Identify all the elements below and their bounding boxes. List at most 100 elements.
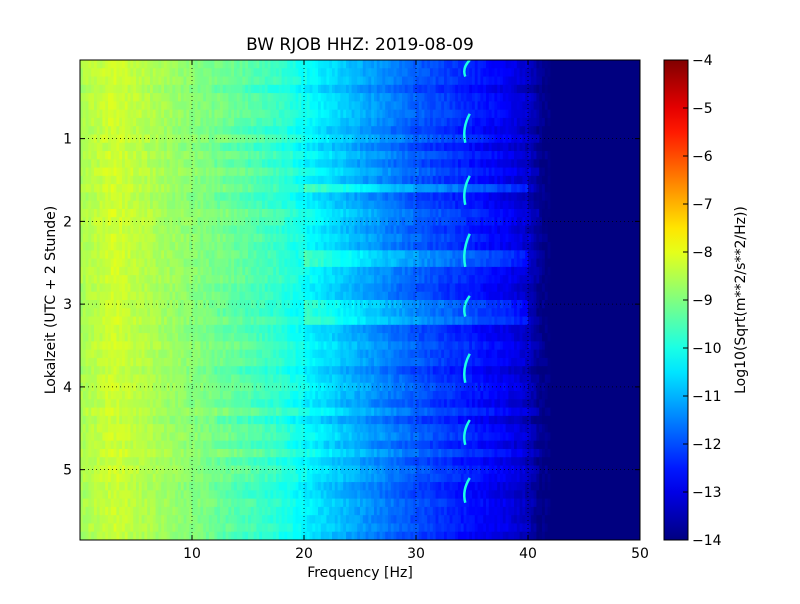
heatmap-cell <box>290 142 294 152</box>
heatmap-cell <box>494 159 498 169</box>
heatmap-cell <box>348 200 353 210</box>
heatmap-cell <box>360 167 364 177</box>
heatmap-cell <box>119 184 123 194</box>
heatmap-cell <box>522 142 526 152</box>
heatmap-cell <box>402 175 406 185</box>
heatmap-cell <box>239 192 243 202</box>
heatmap-cell <box>234 93 238 102</box>
heatmap-cell <box>595 151 599 160</box>
heatmap-cell <box>116 175 120 185</box>
heatmap-cell <box>236 159 241 169</box>
heatmap-cell <box>180 93 185 102</box>
heatmap-cell <box>410 60 414 69</box>
heatmap-cell <box>290 151 294 160</box>
heatmap-cell <box>592 250 596 260</box>
heatmap-cell <box>228 68 232 78</box>
heatmap-cell <box>292 117 297 127</box>
heatmap-cell <box>634 93 638 102</box>
heatmap-cell <box>222 192 227 202</box>
heatmap-cell <box>455 60 459 69</box>
heatmap-cell <box>253 84 257 94</box>
heatmap-cell <box>138 101 143 111</box>
heatmap-cell <box>130 151 134 160</box>
heatmap-cell <box>108 84 112 94</box>
heatmap-cell <box>166 101 171 111</box>
heatmap-cell <box>119 208 123 218</box>
heatmap-cell <box>572 76 577 86</box>
heatmap-cell <box>430 151 434 160</box>
heatmap-cell <box>264 60 269 69</box>
heatmap-cell <box>530 233 535 243</box>
heatmap-cell <box>105 250 109 260</box>
heatmap-cell <box>136 68 140 78</box>
heatmap-cell <box>452 225 456 235</box>
heatmap-cell <box>337 184 341 194</box>
heatmap-cell <box>318 151 322 160</box>
heatmap-cell <box>396 233 400 243</box>
heatmap-cell <box>270 142 274 152</box>
heatmap-cell <box>284 208 288 218</box>
heatmap-cell <box>231 117 235 127</box>
heatmap-cell <box>245 134 249 144</box>
heatmap-cell <box>500 134 504 144</box>
heatmap-cell <box>603 117 607 127</box>
heatmap-cell <box>410 84 414 94</box>
heatmap-cell <box>455 142 459 152</box>
heatmap-cell <box>572 101 577 111</box>
heatmap-cell <box>208 250 213 260</box>
heatmap-cell <box>374 84 378 94</box>
heatmap-cell <box>150 225 154 235</box>
heatmap-cell <box>108 126 112 136</box>
heatmap-cell <box>455 117 459 127</box>
heatmap-cell <box>544 208 549 218</box>
heatmap-cell <box>463 200 467 210</box>
heatmap-cell <box>222 184 227 194</box>
heatmap-cell <box>136 76 140 86</box>
heatmap-cell <box>281 208 285 218</box>
heatmap-cell <box>301 101 305 111</box>
heatmap-cell <box>105 233 109 243</box>
heatmap-cell <box>245 68 249 78</box>
heatmap-cell <box>463 208 467 218</box>
heatmap-cell <box>522 175 526 185</box>
heatmap-cell <box>236 93 241 102</box>
heatmap-cell <box>110 76 115 86</box>
heatmap-cell <box>222 84 227 94</box>
heatmap-cell <box>595 101 599 111</box>
heatmap-cell <box>276 175 280 185</box>
heatmap-cell <box>155 242 159 251</box>
heatmap-cell <box>374 200 378 210</box>
heatmap-cell <box>326 151 330 160</box>
heatmap-cell <box>189 175 193 185</box>
heatmap-cell <box>180 68 185 78</box>
heatmap-cell <box>564 225 568 235</box>
heatmap-cell <box>138 60 143 69</box>
heatmap-cell <box>376 175 381 185</box>
heatmap-cell <box>430 175 434 185</box>
heatmap-cell <box>284 192 288 202</box>
heatmap-cell <box>525 68 529 78</box>
heatmap-cell <box>304 217 308 227</box>
heatmap-cell <box>586 192 591 202</box>
heatmap-cell <box>144 225 148 235</box>
heatmap-cell <box>586 142 591 152</box>
heatmap-cell <box>407 167 411 177</box>
heatmap-cell <box>259 142 263 152</box>
heatmap-cell <box>623 68 627 78</box>
heatmap-cell <box>500 126 504 136</box>
heatmap-cell <box>480 151 484 160</box>
heatmap-cell <box>491 175 495 185</box>
heatmap-cell <box>138 184 143 194</box>
heatmap-cell <box>584 208 588 218</box>
heatmap-cell <box>578 151 582 160</box>
heatmap-cell <box>586 242 591 251</box>
heatmap-cell <box>614 126 619 136</box>
heatmap-cell <box>253 101 257 111</box>
heatmap-cell <box>105 208 109 218</box>
heatmap-cell <box>469 126 473 136</box>
heatmap-cell <box>418 208 423 218</box>
heatmap-cell <box>390 208 395 218</box>
heatmap-cell <box>116 142 120 152</box>
heatmap-cell <box>306 200 311 210</box>
heatmap-cell <box>430 68 434 78</box>
